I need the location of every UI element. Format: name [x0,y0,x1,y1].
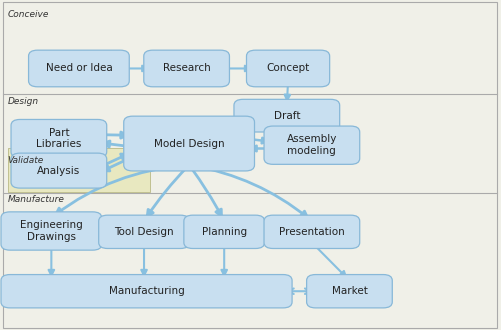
FancyBboxPatch shape [8,148,150,192]
FancyBboxPatch shape [307,275,392,308]
FancyBboxPatch shape [11,153,107,188]
FancyBboxPatch shape [184,215,265,248]
Text: Market: Market [332,286,367,296]
FancyBboxPatch shape [1,275,292,308]
FancyBboxPatch shape [246,50,330,87]
FancyBboxPatch shape [29,50,129,87]
Text: Need or Idea: Need or Idea [46,63,112,74]
FancyBboxPatch shape [144,50,229,87]
Text: Manufacture: Manufacture [8,195,65,204]
Text: Tool Design: Tool Design [114,227,174,237]
Text: Manufacturing: Manufacturing [109,286,184,296]
Text: Conceive: Conceive [8,10,49,19]
Text: Concept: Concept [267,63,310,74]
Text: Analysis: Analysis [37,166,81,176]
FancyBboxPatch shape [11,119,107,158]
Text: Assembly
modeling: Assembly modeling [287,134,337,156]
Text: Research: Research [163,63,210,74]
Text: Validate: Validate [8,156,44,165]
FancyBboxPatch shape [264,126,360,164]
Text: Part
Libraries: Part Libraries [36,128,82,149]
FancyBboxPatch shape [264,215,360,248]
Text: Draft: Draft [274,111,300,121]
Text: Engineering
Drawings: Engineering Drawings [20,220,83,242]
FancyBboxPatch shape [1,212,102,250]
Text: Planning: Planning [201,227,247,237]
FancyBboxPatch shape [3,2,497,328]
FancyBboxPatch shape [234,99,340,132]
Text: Model Design: Model Design [154,139,224,148]
FancyBboxPatch shape [99,215,189,248]
FancyBboxPatch shape [124,116,255,171]
Text: Presentation: Presentation [279,227,345,237]
Text: Design: Design [8,97,39,106]
